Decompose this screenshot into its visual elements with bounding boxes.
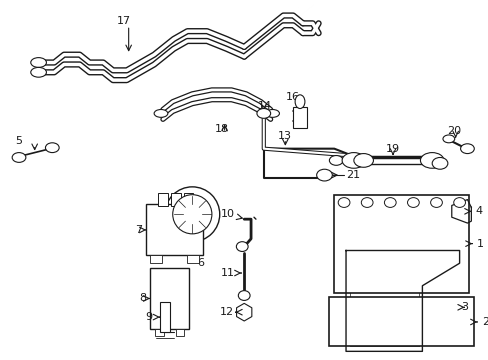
Ellipse shape — [431, 157, 447, 169]
Ellipse shape — [353, 154, 373, 167]
Text: 11: 11 — [220, 268, 234, 278]
Ellipse shape — [342, 153, 365, 168]
Ellipse shape — [12, 153, 26, 162]
Text: 20: 20 — [446, 126, 460, 136]
Text: 18: 18 — [214, 124, 228, 134]
Bar — [334, 195, 468, 293]
Text: 5: 5 — [15, 136, 22, 146]
Text: 2: 2 — [481, 317, 488, 327]
Ellipse shape — [420, 153, 443, 168]
Bar — [158, 193, 167, 206]
Text: 13: 13 — [277, 131, 291, 141]
Ellipse shape — [31, 58, 46, 67]
Bar — [175, 329, 184, 336]
Text: 17: 17 — [117, 17, 131, 26]
Ellipse shape — [265, 109, 279, 117]
Ellipse shape — [430, 198, 442, 207]
Ellipse shape — [407, 198, 418, 207]
Ellipse shape — [338, 198, 349, 207]
Text: 15: 15 — [355, 156, 369, 165]
Ellipse shape — [361, 198, 372, 207]
Ellipse shape — [31, 67, 46, 77]
Ellipse shape — [45, 143, 59, 153]
Ellipse shape — [442, 135, 454, 143]
Bar — [150, 268, 189, 329]
Text: 3: 3 — [461, 302, 468, 312]
Bar — [183, 193, 193, 206]
Circle shape — [172, 195, 211, 234]
Ellipse shape — [460, 144, 473, 154]
Text: 1: 1 — [476, 239, 483, 249]
Text: 19: 19 — [385, 144, 399, 154]
Ellipse shape — [295, 95, 305, 108]
Bar — [146, 204, 203, 255]
Text: 9: 9 — [145, 312, 152, 322]
Ellipse shape — [236, 242, 247, 252]
Ellipse shape — [238, 291, 249, 301]
Ellipse shape — [154, 109, 167, 117]
Bar — [187, 255, 199, 263]
Bar — [160, 302, 169, 332]
Bar — [329, 297, 473, 346]
Text: 8: 8 — [139, 293, 146, 303]
Ellipse shape — [256, 108, 270, 118]
Ellipse shape — [316, 169, 332, 181]
Bar — [155, 329, 163, 336]
Bar — [150, 255, 162, 263]
Text: 4: 4 — [474, 206, 481, 216]
Text: 14: 14 — [257, 100, 271, 111]
Ellipse shape — [384, 198, 395, 207]
Text: 7: 7 — [135, 225, 142, 235]
Text: 16: 16 — [285, 92, 300, 102]
Text: 12: 12 — [220, 307, 234, 317]
Ellipse shape — [453, 198, 465, 207]
Bar — [293, 107, 306, 128]
Text: 21: 21 — [346, 170, 360, 180]
Text: 6: 6 — [197, 258, 204, 268]
Text: 10: 10 — [220, 209, 234, 219]
Bar — [170, 193, 180, 206]
Ellipse shape — [329, 156, 343, 165]
Circle shape — [164, 187, 219, 242]
